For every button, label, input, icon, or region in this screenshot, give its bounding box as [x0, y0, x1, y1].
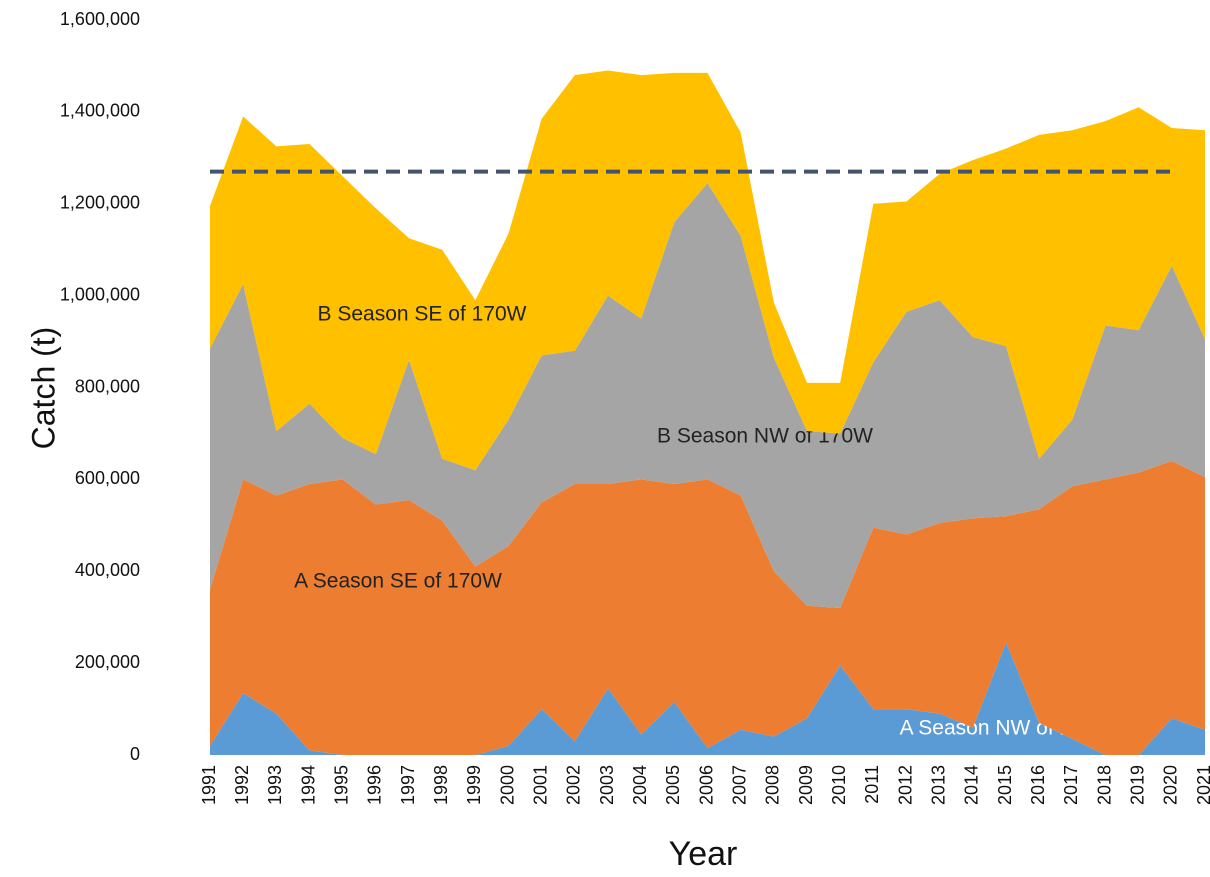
x-tick-label: 1997: [398, 765, 418, 805]
x-tick-label: 2021: [1194, 765, 1210, 805]
x-tick-label: 1992: [232, 765, 252, 805]
y-tick-label: 0: [130, 744, 140, 764]
x-tick-label: 2002: [564, 765, 584, 805]
x-tick-label: 1998: [431, 765, 451, 805]
y-axis-title: Catch (t): [25, 327, 61, 450]
x-tick-label: 2019: [1127, 765, 1147, 805]
x-tick-label: 2017: [1061, 765, 1081, 805]
x-tick-label: 2011: [862, 765, 882, 804]
y-tick-label: 800,000: [75, 376, 140, 396]
x-tick-label: 2012: [895, 765, 915, 805]
x-tick-label: 1996: [365, 765, 385, 805]
x-tick-label: 2014: [962, 765, 982, 805]
x-tick-label: 2010: [829, 765, 849, 805]
y-tick-label: 600,000: [75, 468, 140, 488]
x-tick-label: 2005: [663, 765, 683, 805]
x-tick-label: 2006: [696, 765, 716, 805]
x-tick-label: 1994: [298, 765, 318, 805]
y-tick-label: 1,600,000: [60, 9, 140, 29]
area: [210, 642, 1205, 755]
x-axis-title: Year: [669, 835, 738, 873]
y-tick-label: 1,400,000: [60, 101, 140, 121]
y-tick-label: 400,000: [75, 560, 140, 580]
area: [210, 183, 1205, 608]
y-tick-label: 1,000,000: [60, 284, 140, 304]
x-tick-label: 1995: [331, 765, 351, 805]
x-tick-label: 2018: [1094, 765, 1114, 805]
x-tick-label: 1993: [265, 765, 285, 805]
series-label: A Season SE of 170W: [294, 570, 502, 593]
x-tick-label: 2000: [497, 765, 517, 805]
x-tick-label: 1999: [464, 765, 484, 805]
area: [210, 461, 1205, 755]
x-tick-label: 2001: [530, 765, 550, 805]
y-tick-label: 1,200,000: [60, 193, 140, 213]
x-tick-label: 2015: [995, 765, 1015, 805]
x-tick-label: 2004: [630, 765, 650, 805]
x-tick-label: 2016: [1028, 765, 1048, 805]
x-tick-label: 2007: [729, 765, 749, 805]
series-label: B Season SE of 170W: [318, 303, 527, 326]
x-tick-label: 2020: [1161, 765, 1181, 805]
x-tick-label: 2009: [796, 765, 816, 805]
x-tick-label: 2003: [597, 765, 617, 805]
x-tick-label: 1991: [199, 765, 219, 805]
x-tick-label: 2013: [928, 765, 948, 805]
area: [210, 70, 1205, 471]
y-tick-label: 200,000: [75, 652, 140, 672]
x-tick-label: 2008: [763, 765, 783, 805]
